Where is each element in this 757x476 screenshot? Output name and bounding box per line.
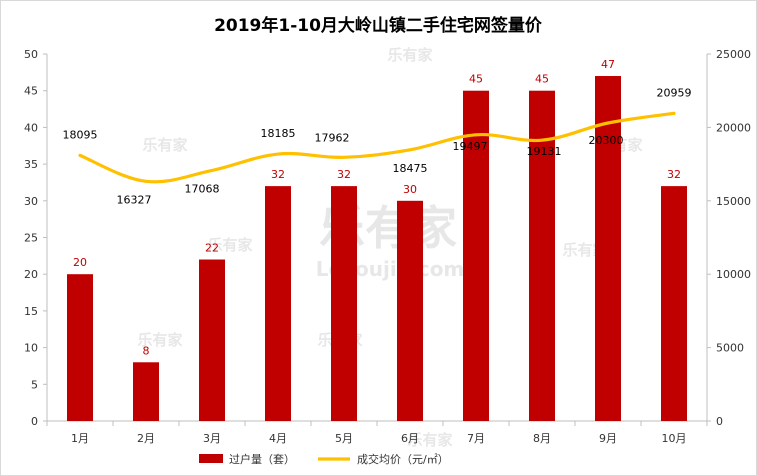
price-line-point <box>474 133 478 137</box>
watermark-logo-small: 乐有家 <box>407 431 452 449</box>
bar-value-label: 20 <box>73 256 87 269</box>
price-line-point <box>276 152 280 156</box>
bar-value-label: 32 <box>337 168 351 181</box>
y-left-tick-label: 5 <box>31 378 38 391</box>
x-tick-label: 5月 <box>335 432 353 445</box>
y-left-tick-label: 45 <box>24 85 38 98</box>
bar <box>463 90 489 421</box>
price-line-point <box>210 169 214 172</box>
line-value-label: 18185 <box>261 127 296 140</box>
y-left-tick-label: 30 <box>24 195 38 208</box>
line-value-label: 18095 <box>63 128 98 141</box>
y-left-tick-label: 15 <box>24 305 38 318</box>
legend: 过户量（套） 成交均价（元/㎡） <box>199 452 449 466</box>
line-value-label: 20300 <box>589 134 624 147</box>
price-line-point <box>144 179 148 183</box>
price-line-point <box>408 148 412 152</box>
bar-value-label: 45 <box>535 73 549 86</box>
price-line-point <box>672 111 676 115</box>
x-tick-label: 9月 <box>599 432 617 445</box>
y-left-tick-label: 0 <box>31 415 38 428</box>
bar-value-label: 8 <box>143 344 150 357</box>
price-line <box>78 111 676 184</box>
y-left-tick-label: 10 <box>24 342 38 355</box>
price-line-point <box>78 153 82 157</box>
line-value-label: 19497 <box>453 140 488 153</box>
watermark-logo-small: 乐有家 <box>137 331 182 349</box>
bar <box>67 274 93 421</box>
legend-line-label: 成交均价（元/㎡） <box>357 452 449 466</box>
y-right-tick-label: 20000 <box>716 121 751 134</box>
line-value-label: 17068 <box>185 182 220 195</box>
bar <box>397 200 423 421</box>
bar-value-label: 32 <box>271 168 285 181</box>
x-tick-label: 8月 <box>533 432 551 445</box>
legend-bar-label: 过户量（套） <box>229 452 295 466</box>
line-value-label: 17962 <box>315 131 350 144</box>
bar-value-label: 30 <box>403 183 417 196</box>
bar-value-label: 22 <box>205 242 219 255</box>
price-line-point <box>606 121 610 125</box>
bar <box>331 186 357 421</box>
bar <box>199 259 225 421</box>
bar <box>133 362 159 421</box>
x-tick-label: 1月 <box>71 432 89 445</box>
axes: 0 5 10 15 20 25 30 35 40 45 50 0 5000 10000 15000 20000… <box>24 48 751 445</box>
bar-value-label: 45 <box>469 73 483 86</box>
line-value-label: 19131 <box>527 145 562 158</box>
line-value-label: 18475 <box>393 162 428 175</box>
price-line-point <box>540 138 544 142</box>
line-value-label: 20959 <box>657 86 692 99</box>
bar-value-label: 47 <box>601 58 615 71</box>
y-right-tick-label: 5000 <box>716 342 744 355</box>
bar <box>265 186 291 421</box>
x-tick-label: 3月 <box>203 432 221 445</box>
y-right-tick-label: 25000 <box>716 48 751 61</box>
bar <box>661 186 687 421</box>
line-series <box>78 111 676 184</box>
y-right-tick-label: 15000 <box>716 195 751 208</box>
bar-value-label: 32 <box>667 168 681 181</box>
watermark-logo-small: 乐有家 <box>142 136 187 154</box>
y-right-tick-label: 10000 <box>716 268 751 281</box>
line-data-labels: 18095 16327 17068 18185 17962 18475 19497 19131… <box>63 86 692 206</box>
bar <box>529 90 555 421</box>
x-tick-label: 4月 <box>269 432 287 445</box>
y-left-tick-label: 25 <box>24 232 38 245</box>
x-tick-label: 2月 <box>137 432 155 445</box>
y-left-tick-label: 50 <box>24 48 38 61</box>
chart-title: 2019年1-10月大岭山镇二手住宅网签量价 <box>214 15 543 36</box>
line-value-label: 16327 <box>117 193 152 206</box>
bar <box>595 76 621 422</box>
x-tick-label: 7月 <box>467 432 485 445</box>
bar-series <box>67 76 687 422</box>
watermark-logo-small: 乐有家 <box>387 46 432 64</box>
y-right-tick-label: 0 <box>716 415 723 428</box>
x-tick-label: 6月 <box>401 432 419 445</box>
bar-data-labels: 20 8 22 32 32 30 45 45 47 32 <box>73 58 681 357</box>
y-left-tick-label: 40 <box>24 121 38 134</box>
watermark-logo-small: 乐有家 <box>207 236 252 254</box>
x-tick-label: 10月 <box>662 432 687 445</box>
price-line-point <box>342 155 346 159</box>
y-left-tick-label: 35 <box>24 158 38 171</box>
legend-bar-swatch <box>199 454 223 463</box>
y-left-tick-label: 20 <box>24 268 38 281</box>
